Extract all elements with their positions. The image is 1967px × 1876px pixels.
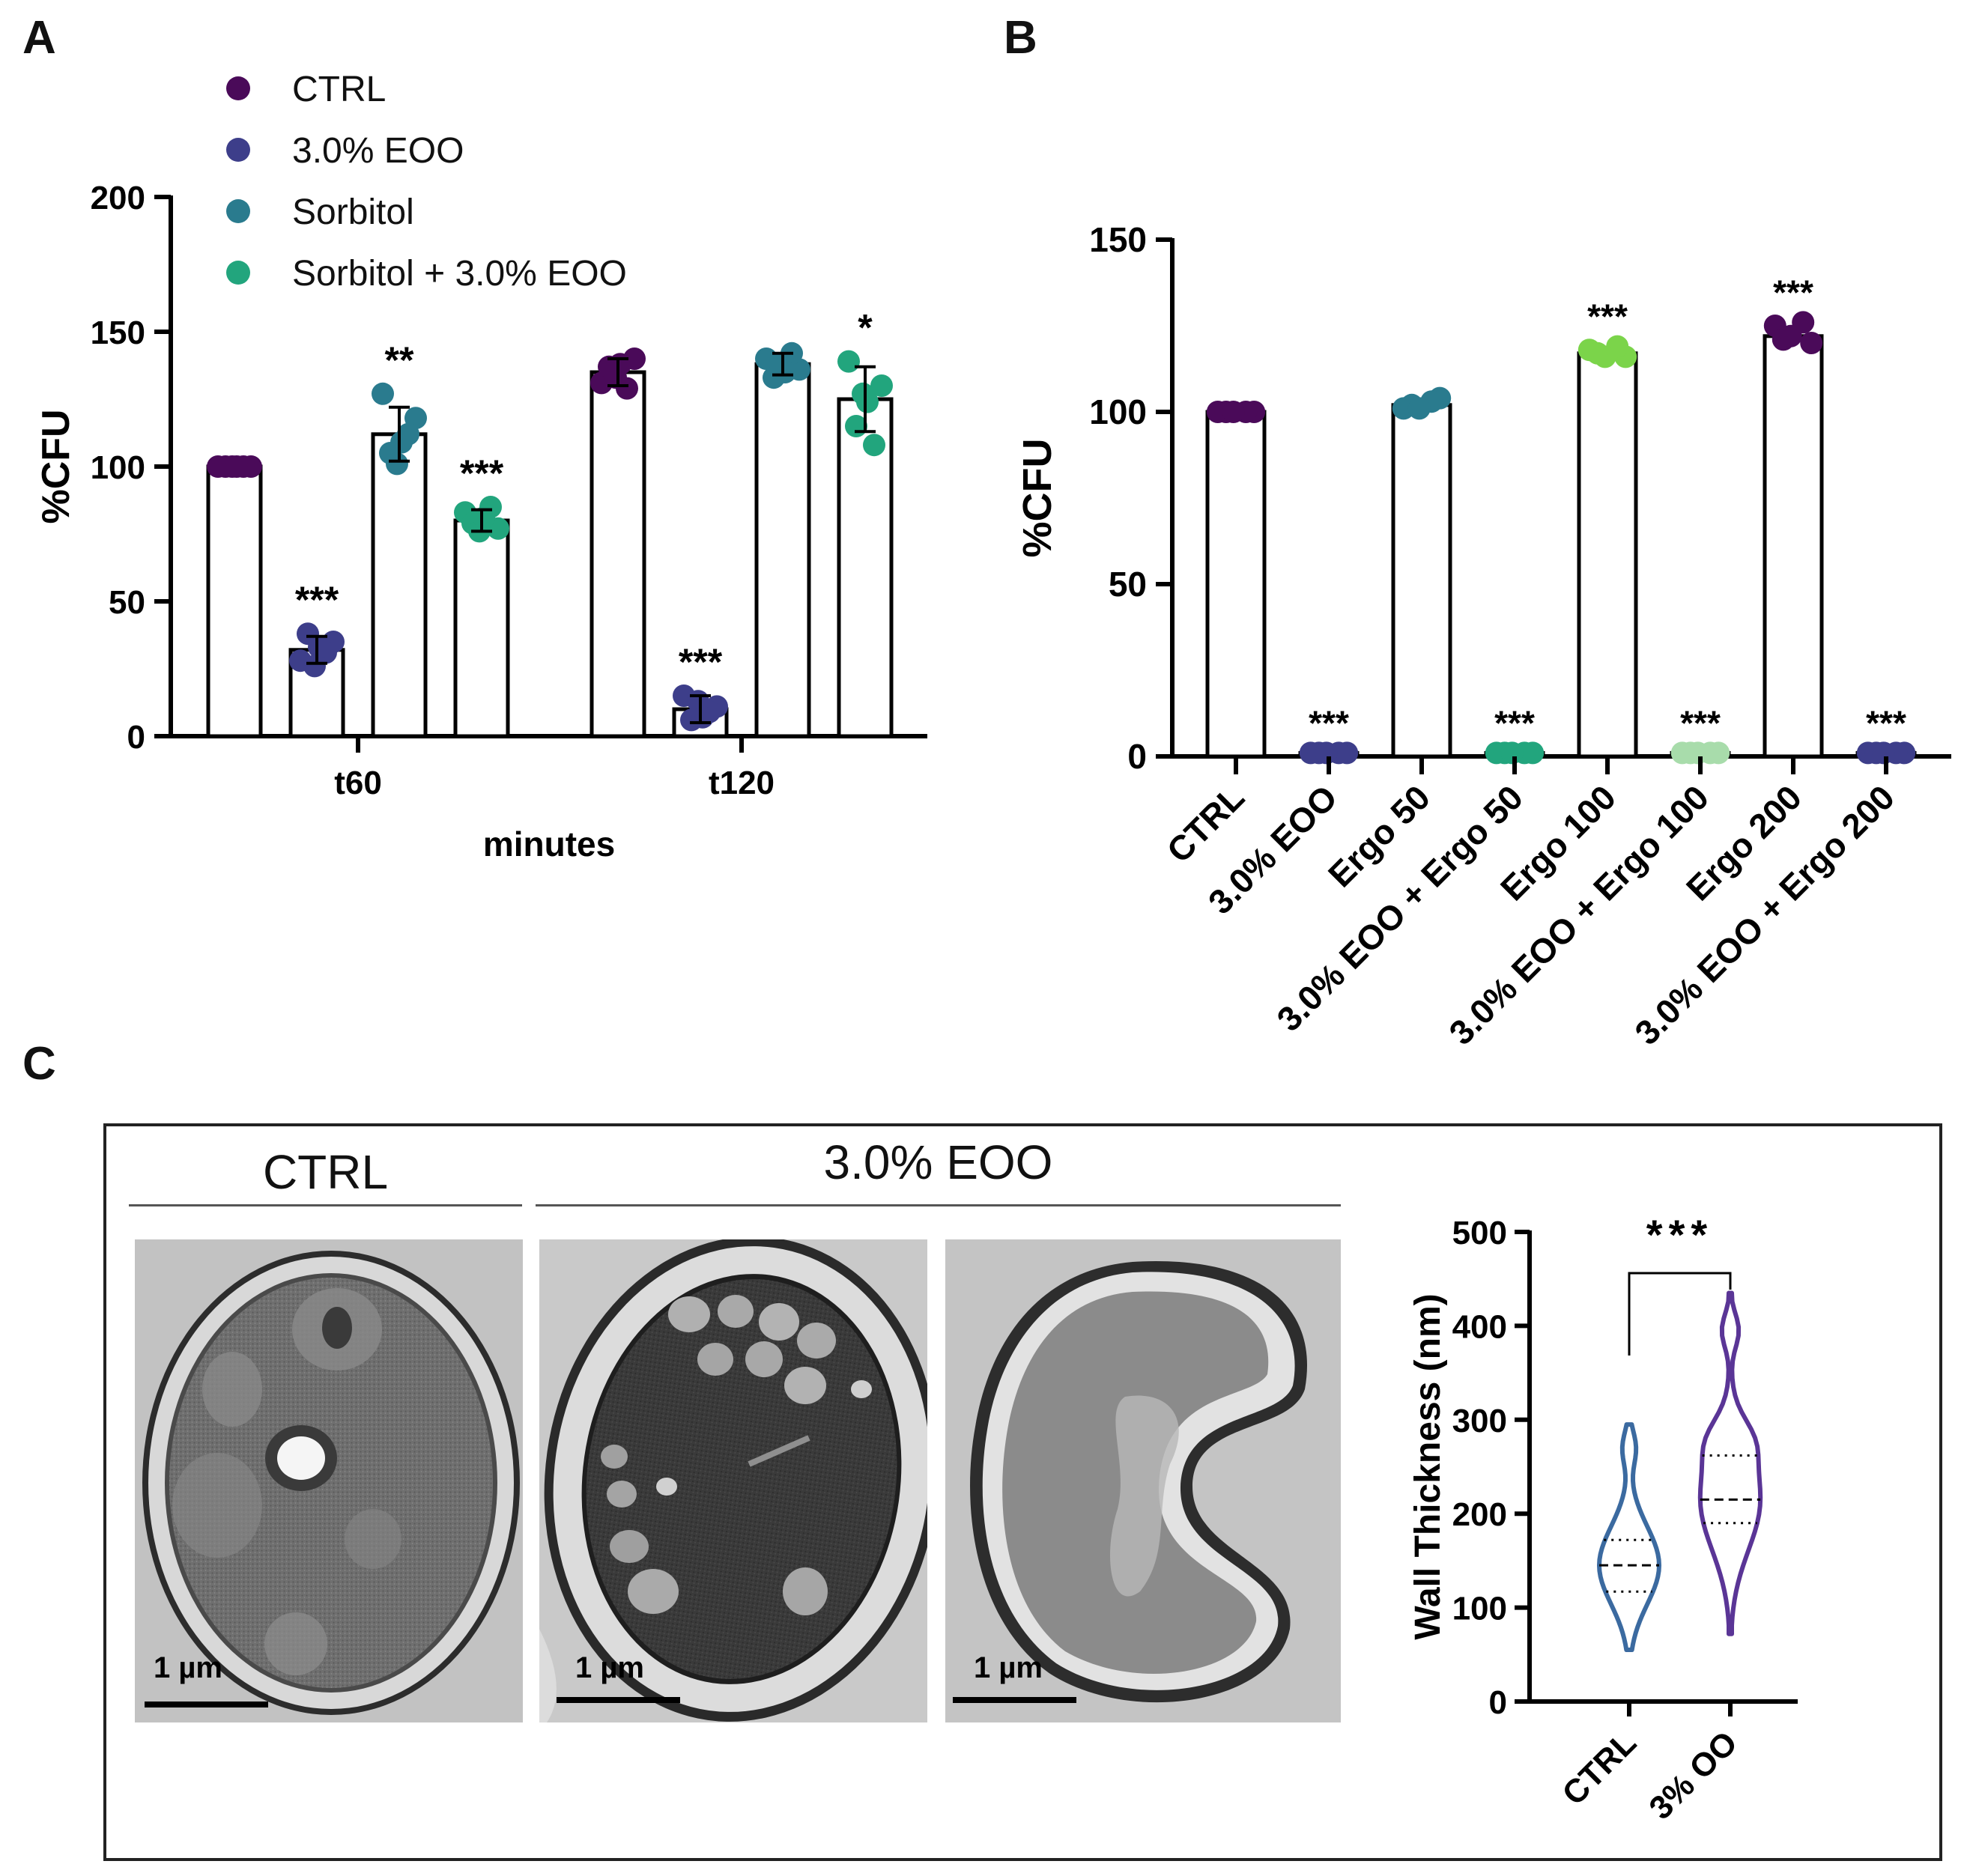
micrograph-eoo-label: 3.0% EOO — [823, 1135, 1053, 1189]
a-bar — [590, 370, 646, 738]
b-bar — [1577, 351, 1638, 759]
a-legend-marker — [226, 199, 250, 223]
a-x-label: minutes — [483, 825, 615, 863]
b-y-tick-label: 0 — [1127, 737, 1147, 776]
a-y-tick-label: 150 — [91, 315, 145, 351]
scale-label-2: 1 µm — [575, 1651, 644, 1684]
c-significance-bracket — [1628, 1272, 1732, 1356]
a-significance: *** — [295, 579, 339, 621]
a-legend-label: CTRL — [292, 70, 386, 109]
a-point — [372, 382, 394, 405]
a-point — [774, 361, 796, 383]
a-point — [308, 636, 330, 659]
scale-label-1: 1 µm — [154, 1651, 222, 1684]
b-significance: *** — [1866, 703, 1906, 742]
c-y-tick-label: 500 — [1452, 1215, 1507, 1251]
c-violin — [1597, 1422, 1661, 1653]
a-bar — [837, 397, 894, 738]
b-significance: *** — [1680, 703, 1721, 742]
c-y-tick-label: 100 — [1452, 1591, 1507, 1627]
b-point — [1593, 345, 1616, 368]
b-y-tick-label: 50 — [1109, 565, 1147, 604]
a-legend-marker — [226, 76, 250, 100]
b-significance: *** — [1494, 703, 1535, 742]
micrograph-eoo-cell-1 — [539, 1239, 927, 1722]
b-significance: *** — [1309, 703, 1349, 742]
a-y-tick-label: 200 — [91, 180, 145, 216]
a-point — [390, 431, 413, 454]
b-significance: *** — [1587, 297, 1628, 336]
a-x-tick-label: t60 — [334, 765, 382, 801]
c-y-tick-label: 300 — [1452, 1403, 1507, 1439]
b-bar — [1391, 403, 1452, 759]
a-point — [856, 390, 879, 413]
scale-label-3: 1 µm — [974, 1651, 1043, 1684]
micrograph-ctrl-cell — [135, 1239, 523, 1722]
a-significance: *** — [460, 452, 504, 494]
b-point — [1779, 324, 1802, 347]
b-point — [1872, 741, 1895, 765]
b-significance: *** — [1773, 273, 1813, 312]
a-y-tick-label: 100 — [91, 449, 145, 486]
panel-b-letter: B — [1004, 12, 1037, 64]
a-point — [386, 452, 408, 476]
panel-c-frame — [103, 1123, 1942, 1861]
b-bar — [1205, 410, 1267, 759]
c-y-tick-label: 400 — [1452, 1308, 1507, 1345]
c-y-label: Wall Thickness (nm) — [1408, 1293, 1448, 1639]
c-y-tick-label: 200 — [1452, 1496, 1507, 1533]
b-point — [1800, 332, 1823, 354]
a-bar — [206, 464, 263, 738]
a-y-tick-label: 0 — [127, 719, 145, 756]
a-bar — [371, 432, 428, 738]
a-legend-label: Sorbitol — [292, 192, 414, 232]
chart-a: 050100150200%CFUt60********t120****minut… — [34, 70, 927, 863]
a-bar — [754, 362, 811, 738]
panel-a-letter: A — [22, 12, 56, 64]
a-point — [837, 350, 860, 373]
b-bar — [1763, 334, 1824, 759]
a-point — [473, 506, 495, 529]
a-point — [225, 455, 248, 478]
c-y-tick-label: 0 — [1489, 1684, 1507, 1721]
micrograph-eoo-cell-2 — [945, 1239, 1341, 1722]
a-significance: * — [858, 307, 873, 349]
c-significance: *** — [1646, 1211, 1713, 1258]
a-point — [609, 353, 631, 376]
a-bar — [453, 518, 510, 738]
b-point — [1686, 741, 1709, 765]
a-legend-marker — [226, 261, 250, 285]
a-significance: *** — [679, 641, 723, 683]
b-y-label: %CFU — [1015, 439, 1060, 558]
a-legend-marker — [226, 138, 250, 162]
b-point — [1407, 397, 1431, 420]
micrograph-eoo-underline — [536, 1204, 1341, 1206]
b-point — [1315, 741, 1338, 765]
a-y-tick-label: 50 — [109, 584, 145, 621]
a-x-tick-label: t120 — [709, 765, 775, 801]
a-point — [870, 374, 893, 397]
a-legend-label: Sorbitol + 3.0% EOO — [292, 254, 627, 294]
a-point — [691, 705, 714, 729]
scale-bar-2 — [557, 1697, 680, 1703]
scale-bar-3 — [953, 1697, 1076, 1703]
a-legend-label: 3.0% EOO — [292, 131, 464, 171]
a-significance: ** — [385, 339, 414, 381]
scale-bar-1 — [145, 1702, 268, 1707]
c-violin — [1697, 1290, 1763, 1636]
micrograph-ctrl-label: CTRL — [262, 1145, 389, 1199]
b-y-tick-label: 100 — [1089, 392, 1147, 431]
a-point — [303, 655, 326, 678]
b-y-tick-label: 150 — [1089, 220, 1147, 259]
a-y-label: %CFU — [34, 409, 78, 523]
b-point — [1222, 401, 1245, 423]
micrograph-ctrl-underline — [129, 1204, 522, 1206]
a-point — [863, 434, 885, 457]
b-point — [1500, 741, 1524, 765]
panel-c-letter: C — [22, 1038, 56, 1090]
